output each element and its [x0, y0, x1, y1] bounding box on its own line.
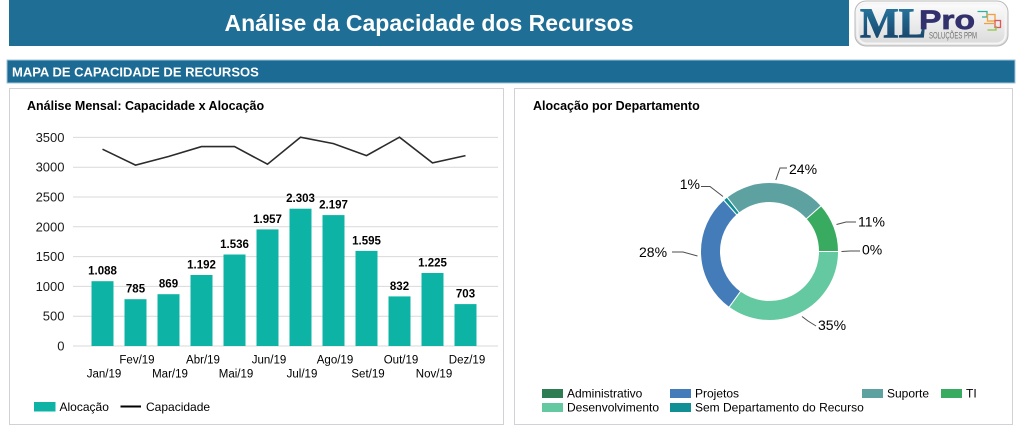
svg-text:Mai/19: Mai/19 — [219, 369, 254, 381]
svg-text:Análise Mensal: Capacidade x A: Análise Mensal: Capacidade x Alocação — [27, 99, 264, 113]
svg-text:1.957: 1.957 — [253, 214, 282, 226]
svg-text:Pro: Pro — [919, 5, 975, 35]
svg-text:TI: TI — [966, 387, 977, 401]
svg-text:Sem Departamento do Recurso: Sem Departamento do Recurso — [695, 401, 864, 415]
svg-text:Alocação: Alocação — [60, 400, 110, 414]
svg-text:11%: 11% — [858, 214, 885, 230]
svg-text:785: 785 — [126, 284, 146, 296]
svg-text:2000: 2000 — [36, 219, 65, 234]
svg-text:832: 832 — [390, 281, 409, 293]
svg-text:2.303: 2.303 — [286, 193, 315, 205]
svg-text:Alocação por Departamento: Alocação por Departamento — [533, 99, 700, 113]
svg-text:24%: 24% — [789, 161, 817, 177]
svg-text:3500: 3500 — [36, 130, 65, 145]
svg-text:Mar/19: Mar/19 — [152, 369, 188, 381]
svg-text:Nov/19: Nov/19 — [416, 369, 452, 381]
svg-text:Set/19: Set/19 — [351, 369, 384, 381]
svg-text:2.197: 2.197 — [319, 200, 348, 212]
svg-text:Jul/19: Jul/19 — [287, 369, 318, 381]
svg-text:869: 869 — [159, 279, 178, 291]
svg-text:Fev/19: Fev/19 — [119, 355, 154, 367]
svg-text:Jun/19: Jun/19 — [252, 355, 287, 367]
svg-text:ML: ML — [860, 2, 926, 48]
svg-text:Análise da Capacidade dos Recu: Análise da Capacidade dos Recursos — [224, 10, 633, 36]
svg-text:1000: 1000 — [36, 279, 65, 294]
svg-text:Administrativo: Administrativo — [567, 387, 643, 401]
svg-text:Desenvolvimento: Desenvolvimento — [567, 401, 659, 415]
svg-text:Suporte: Suporte — [887, 387, 929, 401]
svg-text:703: 703 — [456, 289, 475, 301]
svg-text:35%: 35% — [818, 317, 846, 333]
svg-text:Abr/19: Abr/19 — [186, 355, 220, 367]
svg-text:1.225: 1.225 — [418, 258, 447, 270]
svg-text:28%: 28% — [639, 244, 667, 260]
svg-text:1500: 1500 — [36, 249, 65, 264]
svg-text:0%: 0% — [862, 242, 882, 258]
svg-text:1%: 1% — [680, 176, 700, 192]
svg-text:MAPA DE CAPACIDADE DE RECURSOS: MAPA DE CAPACIDADE DE RECURSOS — [12, 65, 259, 80]
svg-text:1.088: 1.088 — [88, 266, 117, 278]
svg-text:Projetos: Projetos — [695, 387, 739, 401]
svg-text:Out/19: Out/19 — [384, 355, 419, 367]
svg-text:500: 500 — [43, 309, 65, 324]
svg-text:Dez/19: Dez/19 — [449, 355, 485, 367]
svg-text:3000: 3000 — [36, 160, 65, 175]
svg-text:1.595: 1.595 — [352, 235, 381, 247]
svg-text:2500: 2500 — [36, 190, 65, 205]
svg-text:Ago/19: Ago/19 — [317, 355, 353, 367]
svg-text:SOLUÇÕES PPM: SOLUÇÕES PPM — [929, 31, 977, 42]
svg-text:1.192: 1.192 — [187, 260, 216, 272]
svg-text:Capacidade: Capacidade — [146, 400, 210, 414]
svg-text:Jan/19: Jan/19 — [87, 369, 122, 381]
svg-text:1.536: 1.536 — [220, 239, 249, 251]
svg-text:0: 0 — [57, 339, 64, 354]
